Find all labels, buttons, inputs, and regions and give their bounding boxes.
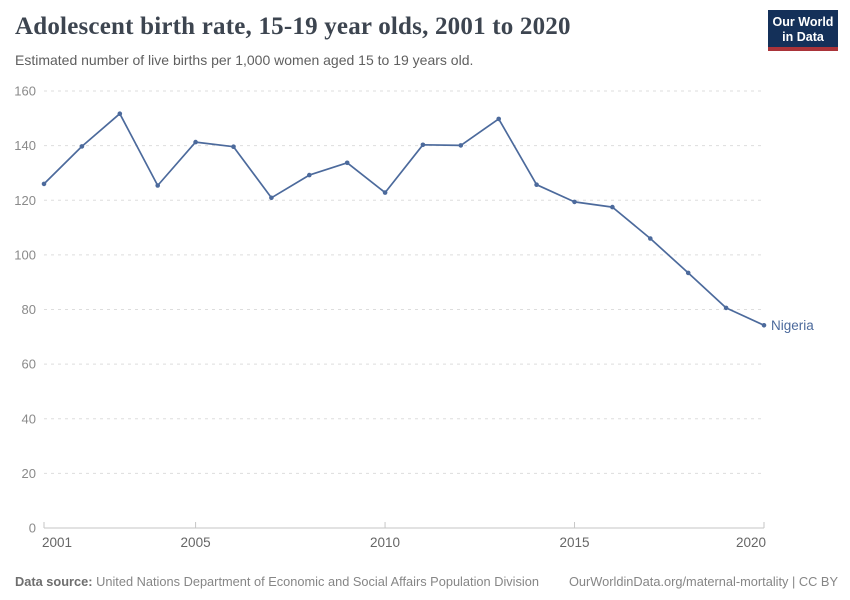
owid-logo-line1: Our World [772, 15, 834, 29]
chart-subtitle: Estimated number of live births per 1,00… [15, 52, 474, 68]
data-point[interactable] [572, 199, 577, 205]
data-point[interactable] [193, 139, 198, 145]
owid-logo: Our World in Data [768, 10, 838, 51]
y-tick-label: 20 [22, 466, 36, 481]
data-point[interactable] [610, 204, 615, 210]
data-point[interactable] [382, 190, 388, 195]
x-tick-label: 2020 [736, 535, 766, 550]
x-tick-label: 2001 [42, 535, 72, 550]
y-tick-label: 40 [22, 411, 36, 426]
series-line[interactable] [43, 112, 765, 327]
data-point[interactable] [648, 236, 653, 241]
y-tick-label: 60 [22, 357, 36, 372]
data-point[interactable] [723, 305, 729, 311]
data-source: Data source: United Nations Department o… [15, 574, 539, 589]
data-point[interactable] [344, 160, 350, 166]
data-source-label: Data source: [15, 574, 93, 589]
page-title: Adolescent birth rate, 15-19 year olds, … [15, 13, 571, 40]
y-tick-label: 100 [14, 247, 36, 262]
data-point[interactable] [117, 111, 123, 116]
x-tick-label: 2005 [181, 535, 211, 550]
data-point[interactable] [269, 195, 274, 201]
x-tick-label: 2010 [370, 535, 400, 550]
y-tick-label: 120 [14, 193, 36, 208]
data-point[interactable] [420, 142, 426, 148]
x-tick-label: 2015 [560, 535, 590, 550]
y-tick-label: 0 [29, 521, 36, 536]
data-point[interactable] [41, 181, 47, 187]
data-point[interactable] [685, 270, 691, 276]
y-tick-label: 140 [14, 138, 36, 153]
owid-logo-line2: in Data [782, 30, 824, 44]
series-end-label: Nigeria [771, 318, 814, 333]
data-point[interactable] [79, 144, 85, 149]
chart-footer: Data source: United Nations Department o… [15, 574, 838, 589]
owid-logo-red-bar [768, 47, 838, 51]
y-tick-label: 160 [14, 84, 36, 99]
data-point[interactable] [155, 183, 160, 188]
data-point[interactable] [231, 144, 236, 149]
data-point[interactable] [307, 172, 312, 178]
y-tick-label: 80 [22, 302, 36, 317]
data-point[interactable] [534, 182, 539, 187]
data-point[interactable] [761, 323, 767, 328]
data-source-text: United Nations Department of Economic an… [96, 574, 540, 589]
attribution-link[interactable]: OurWorldinData.org/maternal-mortality | … [568, 574, 838, 589]
data-point[interactable] [496, 116, 502, 122]
data-point[interactable] [458, 143, 464, 148]
